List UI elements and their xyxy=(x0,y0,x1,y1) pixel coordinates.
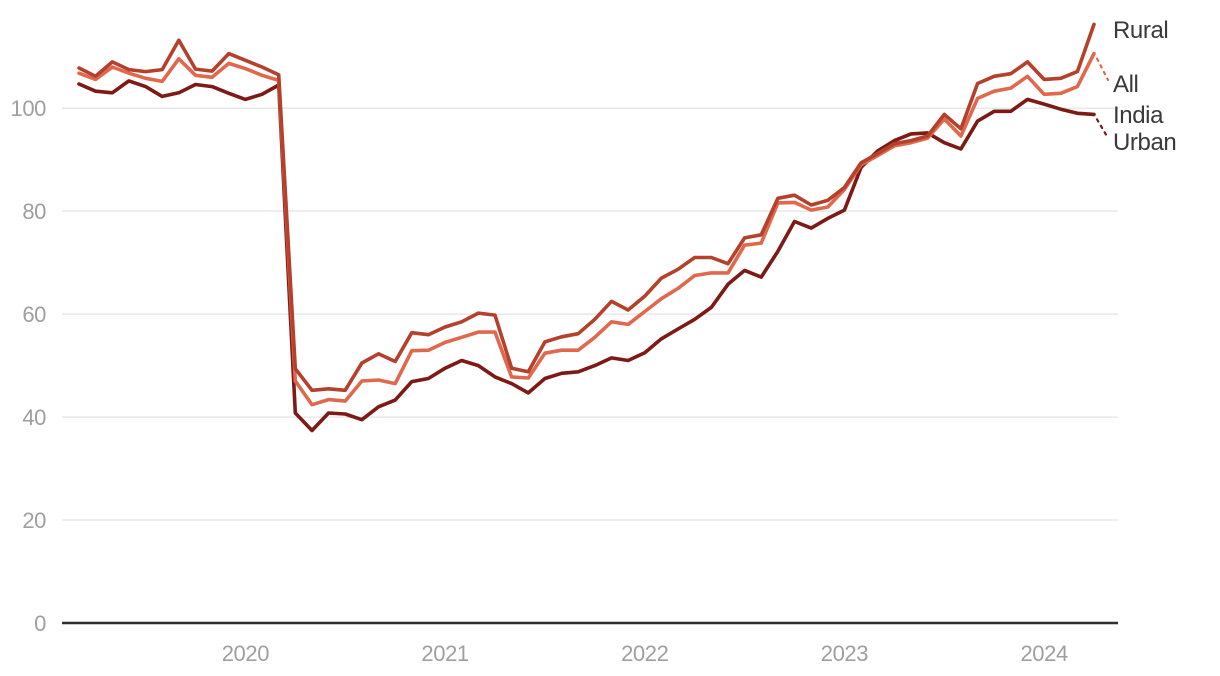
x-tick-label-2020: 2020 xyxy=(222,641,270,666)
series-label-all-india-line2: India xyxy=(1113,102,1164,129)
leader-line-all-india xyxy=(1095,57,1110,82)
series-line-rural xyxy=(77,22,1096,393)
y-tick-label-0: 0 xyxy=(34,611,46,636)
y-tick-label-40: 40 xyxy=(22,405,46,430)
x-tick-label-2024: 2024 xyxy=(1020,641,1068,666)
y-tick-label-60: 60 xyxy=(22,302,46,327)
y-tick-label-80: 80 xyxy=(22,199,46,224)
x-tick-label-2023: 2023 xyxy=(821,641,869,666)
series-label-urban: Urban xyxy=(1113,129,1176,156)
series-label-all-india-line1: All xyxy=(1113,71,1138,98)
series-line-urban xyxy=(77,79,1096,433)
series-label-rural: Rural xyxy=(1113,17,1168,44)
x-tick-label-2021: 2021 xyxy=(421,641,469,666)
x-tick-label-2022: 2022 xyxy=(621,641,669,666)
y-tick-label-100: 100 xyxy=(10,96,46,121)
series-line-all-india xyxy=(77,51,1096,407)
y-tick-label-20: 20 xyxy=(22,508,46,533)
leader-line-urban xyxy=(1095,118,1110,140)
